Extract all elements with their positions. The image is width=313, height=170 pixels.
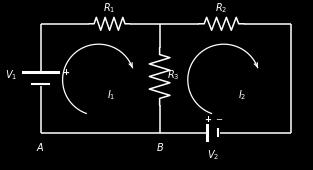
- Text: −: −: [215, 115, 222, 124]
- Text: $V_1$: $V_1$: [5, 68, 17, 82]
- Text: +: +: [62, 68, 69, 77]
- Text: $B$: $B$: [156, 141, 164, 153]
- Text: +: +: [204, 115, 211, 124]
- Text: $A$: $A$: [36, 141, 45, 153]
- Text: $R_2$: $R_2$: [215, 2, 228, 15]
- Text: $I_2$: $I_2$: [239, 88, 247, 102]
- Text: $V_2$: $V_2$: [207, 148, 219, 161]
- Text: $I_1$: $I_1$: [107, 88, 115, 102]
- Text: $R_1$: $R_1$: [103, 2, 116, 15]
- Text: $R_3$: $R_3$: [167, 68, 180, 82]
